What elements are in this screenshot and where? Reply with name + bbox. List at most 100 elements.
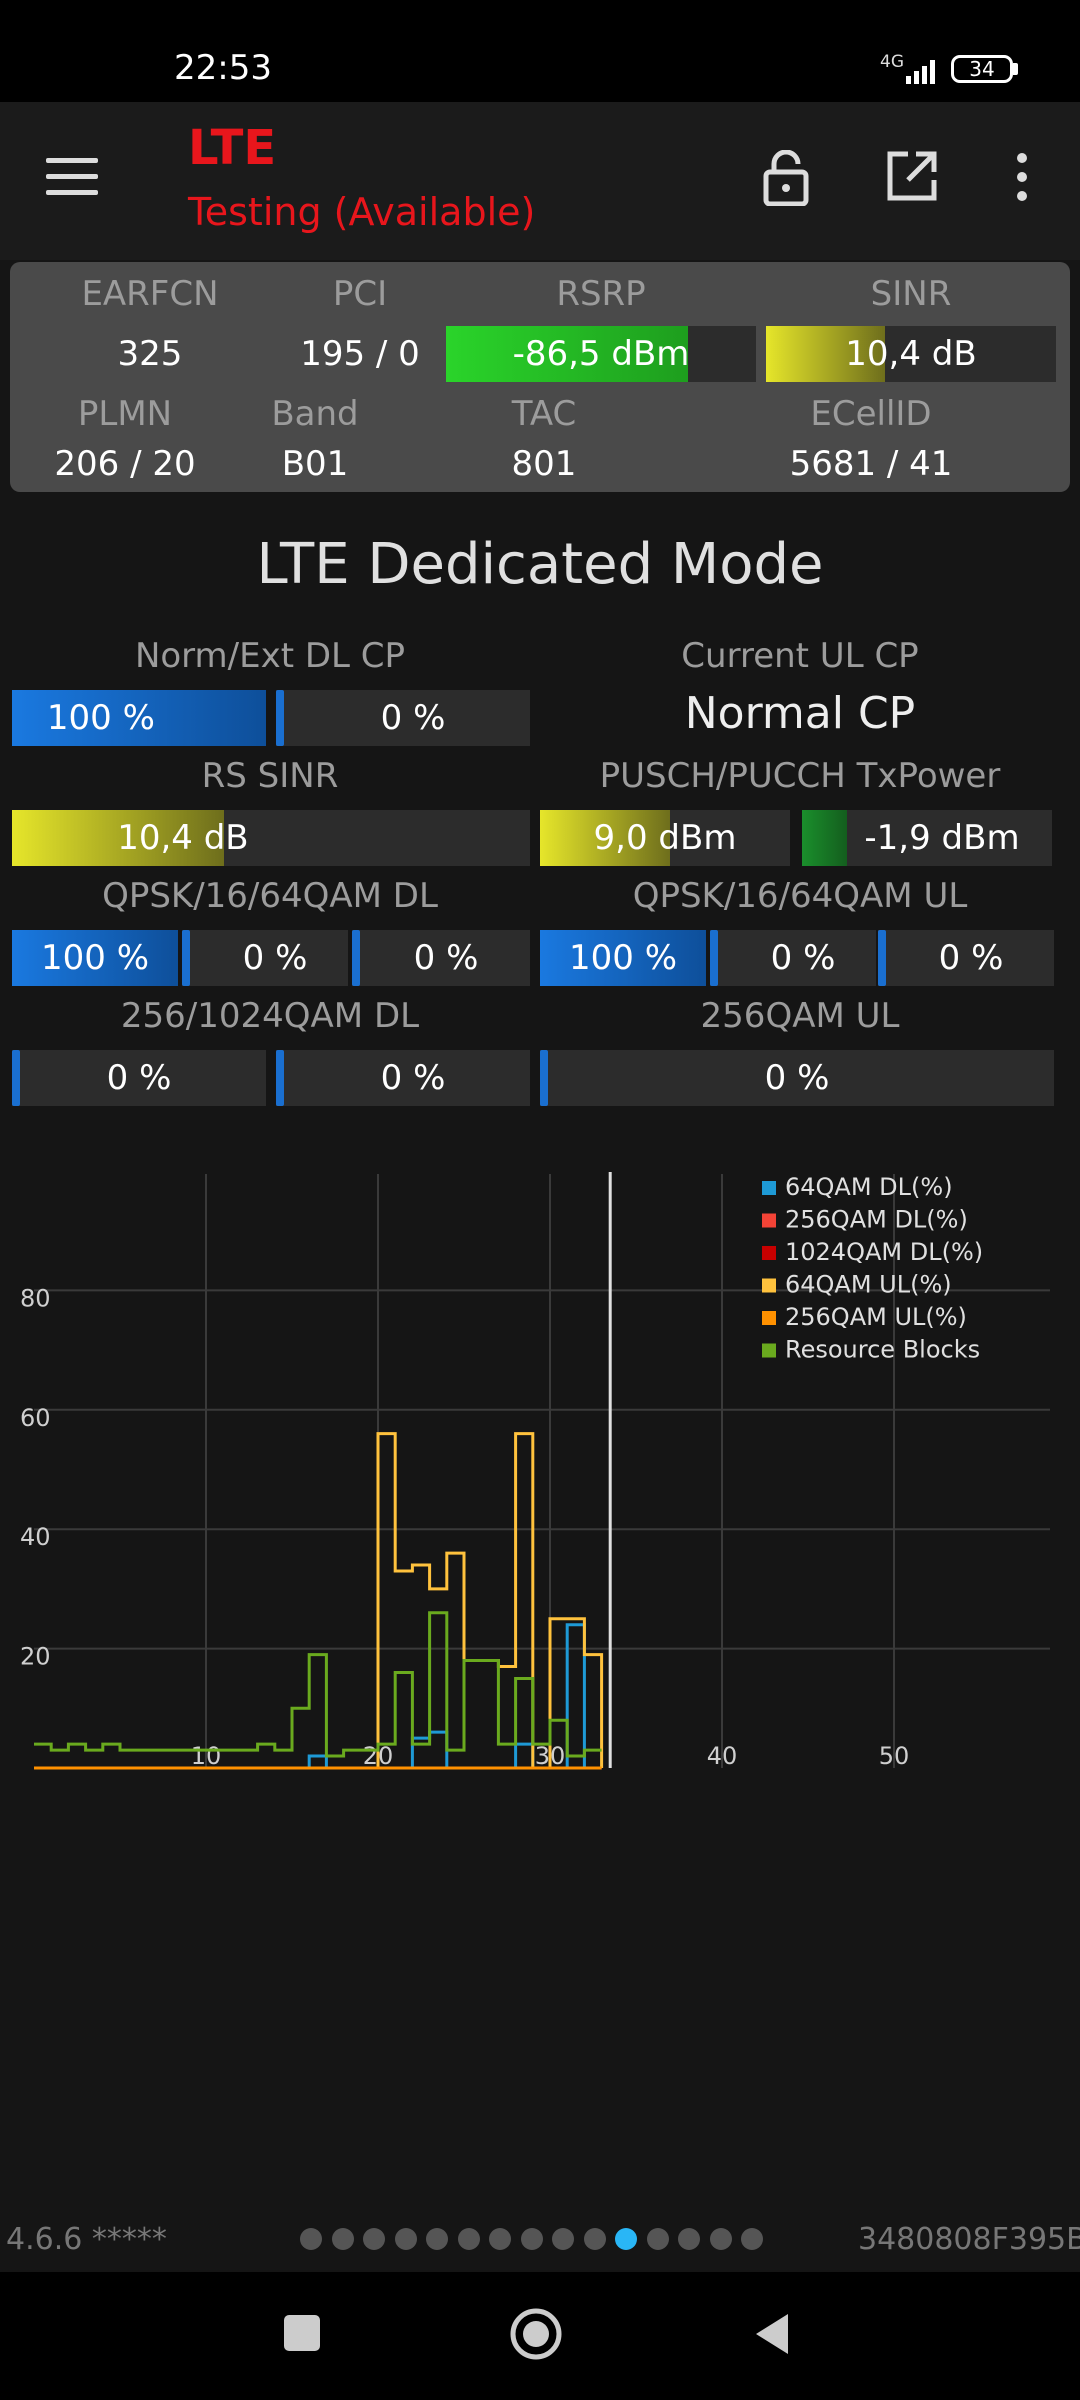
y-tick-label: 60	[20, 1404, 51, 1432]
pucch-power-bar: -1,9 dBm	[802, 810, 1052, 866]
qpsk-dl-value: 100 %	[40, 938, 149, 978]
rs-sinr-value: 10,4 dB	[117, 818, 249, 858]
series-line-resource-blocks	[34, 1611, 602, 1758]
page-dot[interactable]	[426, 2228, 448, 2250]
dl-cp-normal-value: 100 %	[46, 698, 155, 738]
unlock-icon[interactable]	[762, 150, 810, 206]
signal-icon	[906, 60, 935, 84]
qam64-ul-value: 0 %	[938, 938, 1004, 978]
earfcn-value: 325	[117, 334, 183, 374]
page-dot[interactable]	[520, 2228, 543, 2250]
legend-label: 256QAM DL(%)	[785, 1206, 968, 1234]
page-dot[interactable]	[300, 2228, 322, 2250]
sinr-value: 10,4 dB	[845, 334, 977, 374]
legend-label: Resource Blocks	[785, 1336, 980, 1364]
home-button[interactable]	[508, 2306, 564, 2362]
legend-label: 64QAM UL(%)	[785, 1271, 952, 1299]
dl-cp-label: Norm/Ext DL CP	[134, 636, 406, 676]
rs-sinr-fill	[12, 810, 225, 866]
y-tick-label: 40	[20, 1523, 51, 1551]
page-dot[interactable]	[741, 2228, 763, 2250]
qam256-dl-value: 0 %	[106, 1058, 172, 1098]
legend-label: 1024QAM DL(%)	[785, 1238, 983, 1266]
qam16-ul-bar: 0 %	[710, 930, 876, 986]
x-tick-label: 40	[707, 1742, 738, 1770]
ul-cp-value: Normal CP	[684, 688, 916, 739]
qam64-ul-bar: 0 %	[878, 930, 1054, 986]
page-dot[interactable]	[457, 2228, 480, 2250]
recents-button[interactable]	[284, 2315, 320, 2351]
qam256-dl-label: 256/1024QAM DL	[120, 996, 420, 1036]
qam-dl-label: QPSK/16/64QAM DL	[102, 876, 438, 916]
battery-icon: 34	[951, 55, 1013, 83]
legend-swatch	[762, 1246, 776, 1260]
app-version: 4.6.6 *****	[6, 2222, 167, 2257]
app-title: LTE	[188, 120, 277, 176]
status-bar	[0, 0, 1080, 102]
ul-cp-label: Current UL CP	[681, 636, 919, 676]
x-tick-label: 50	[879, 1742, 910, 1770]
page-dot-active[interactable]	[615, 2228, 637, 2250]
qam64-ul-tick	[878, 930, 886, 986]
qam1024-dl-value: 0 %	[380, 1058, 446, 1098]
y-tick-label: 20	[20, 1643, 51, 1671]
rs-sinr-bar: 10,4 dB	[12, 810, 530, 866]
pci-label: PCI	[332, 274, 388, 314]
page-dot[interactable]	[394, 2228, 417, 2250]
page-dot[interactable]	[552, 2228, 574, 2250]
plmn-value: 206 / 20	[54, 444, 196, 484]
page-dot[interactable]	[331, 2228, 354, 2250]
pusch-power-fill	[540, 810, 670, 866]
legend-swatch	[762, 1181, 776, 1195]
pucch-power-value: -1,9 dBm	[864, 818, 1020, 858]
qam256-dl-tick	[12, 1050, 20, 1106]
sinr-label: SINR	[870, 274, 952, 314]
band-label: Band	[271, 394, 359, 434]
rs-sinr-label: RS SINR	[201, 756, 339, 796]
open-external-icon[interactable]	[886, 150, 938, 202]
dl-cp-extended-tick	[276, 690, 284, 746]
rsrp-meter: -86,5 dBm	[446, 326, 756, 382]
back-button[interactable]	[752, 2312, 792, 2356]
page-dot[interactable]	[363, 2228, 385, 2250]
plmn-label: PLMN	[77, 394, 173, 434]
pucch-power-fill	[802, 810, 847, 866]
earfcn-label: EARFCN	[81, 274, 219, 314]
txpower-label: PUSCH/PUCCH TxPower	[599, 756, 1001, 796]
dl-cp-extended-bar: 0 %	[276, 690, 530, 746]
app-subtitle: Testing (Available)	[188, 190, 536, 234]
qam16-dl-value: 0 %	[242, 938, 308, 978]
ecellid-value: 5681 / 41	[789, 444, 953, 484]
more-options-icon[interactable]	[1010, 152, 1034, 202]
page-dot[interactable]	[489, 2228, 511, 2250]
battery-tip	[1013, 63, 1018, 75]
qam-ul-label: QPSK/16/64QAM UL	[632, 876, 968, 916]
qam64-dl-tick	[352, 930, 360, 986]
qam64-dl-value: 0 %	[413, 938, 479, 978]
qpsk-dl-bar: 100 %	[12, 930, 178, 986]
clock: 22:53	[174, 48, 272, 88]
qam1024-dl-bar: 0 %	[276, 1050, 530, 1106]
qam256-ul-label: 256QAM UL	[700, 996, 900, 1036]
legend-swatch	[762, 1311, 776, 1325]
qam256-ul-value: 0 %	[764, 1058, 830, 1098]
page-dot[interactable]	[646, 2228, 669, 2250]
qpsk-dl-fill	[12, 930, 178, 986]
x-tick-label: 10	[191, 1742, 222, 1770]
qam256-dl-bar: 0 %	[12, 1050, 266, 1106]
legend-label: 64QAM DL(%)	[785, 1173, 953, 1201]
pusch-power-bar: 9,0 dBm	[540, 810, 790, 866]
dl-cp-normal-bar: 100 %	[12, 690, 266, 746]
page-dot[interactable]	[709, 2228, 732, 2250]
qpsk-ul-bar: 100 %	[540, 930, 706, 986]
tac-label: TAC	[511, 394, 577, 434]
network-type: 4G	[880, 52, 904, 72]
page-dot[interactable]	[678, 2228, 700, 2250]
page-dot[interactable]	[583, 2228, 606, 2250]
qam16-ul-tick	[710, 930, 718, 986]
qam256-ul-bar: 0 %	[540, 1050, 1054, 1106]
menu-icon[interactable]	[46, 158, 98, 196]
build-id: 3480808F395B	[858, 2222, 1080, 2257]
qam16-dl-bar: 0 %	[182, 930, 348, 986]
